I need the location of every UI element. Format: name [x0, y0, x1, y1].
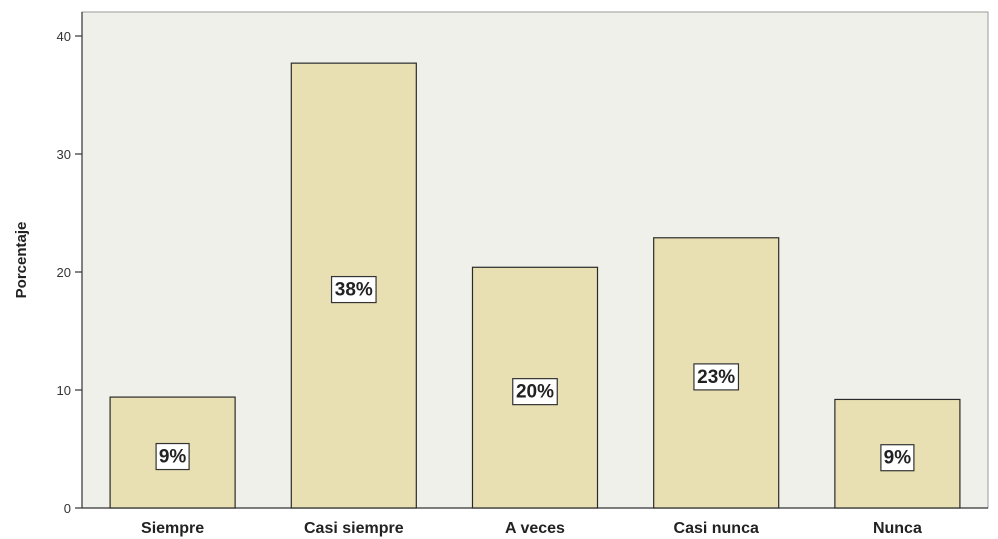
data-label-text: 38% [335, 280, 373, 301]
x-category-label: Nunca [873, 520, 922, 537]
data-label-text: 9% [159, 447, 187, 468]
data-label-text: 20% [516, 382, 554, 403]
data-label-text: 9% [884, 448, 912, 469]
data-label: 38% [330, 275, 377, 304]
y-tick-label: 10 [57, 383, 71, 398]
y-tick-label: 40 [57, 29, 71, 44]
x-category-label: Siempre [141, 520, 204, 537]
data-label-box [512, 378, 558, 406]
data-label: 20% [512, 378, 558, 406]
y-tick-label: 0 [64, 501, 71, 516]
category-labels: Siempre Casi siempre A veces Casi nunca Nunc… [141, 520, 922, 537]
data-label: 9% [155, 442, 190, 471]
bars: 9% 38% 20% 23% 9% [109, 62, 961, 509]
x-category-label: Casi nunca [674, 520, 759, 537]
y-tick-label: 20 [57, 265, 71, 280]
data-label: 9% [880, 444, 915, 472]
data-label-box [880, 444, 915, 472]
y-ticks: 0 10 20 30 40 [57, 29, 82, 516]
y-tick-label: 30 [57, 147, 71, 162]
data-label-box [155, 442, 190, 471]
y-axis-title: Porcentaje [13, 222, 30, 299]
data-label-box [693, 363, 740, 391]
data-label-text: 23% [697, 367, 735, 388]
data-label: 23% [693, 363, 740, 391]
data-label-box [330, 275, 377, 304]
x-category-label: A veces [505, 520, 565, 537]
x-category-label: Casi siempre [304, 520, 404, 537]
